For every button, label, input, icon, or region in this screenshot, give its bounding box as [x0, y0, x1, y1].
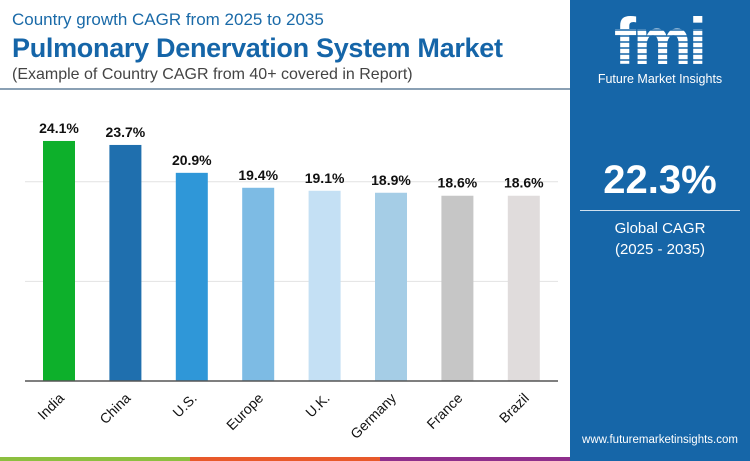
bar-europe: [242, 187, 275, 381]
bar-france: [441, 195, 474, 381]
x-tick-label: U.K.: [302, 390, 333, 421]
data-label: 18.9%: [371, 172, 411, 188]
x-tick-label: Europe: [223, 390, 266, 433]
sidebar-panel: [570, 0, 750, 461]
bar-chart: 24.1% India 23.7% China 20.9% U.S. 19.4% Europe…: [25, 120, 558, 442]
bar-brazil: [507, 195, 540, 381]
x-tick-label: U.S.: [169, 390, 200, 421]
data-label: 23.7%: [106, 124, 146, 140]
website-link[interactable]: www.futuremarketinsights.com: [582, 434, 738, 446]
bar-india: [43, 140, 75, 381]
x-tick-label: Brazil: [496, 390, 532, 426]
chart-note: (Example of Country CAGR from 40+ covere…: [12, 66, 413, 83]
chart-subtitle: Country growth CAGR from 2025 to 2035: [12, 10, 324, 29]
x-tick-label: India: [34, 390, 67, 423]
data-label: 20.9%: [172, 152, 212, 168]
global-cagr-period: (2025 - 2035): [614, 241, 706, 258]
bar-uk: [308, 190, 341, 381]
global-cagr-value: 22.3%: [603, 158, 717, 202]
stripe-orange: [190, 457, 380, 461]
cagr-divider: [580, 210, 740, 211]
fmi-logo: fmi: [597, 8, 722, 68]
data-label: 18.6%: [504, 175, 544, 191]
svg-text:fmi: fmi: [614, 8, 704, 68]
brand-name: Future Market Insights: [597, 72, 723, 86]
bar-germany: [375, 192, 407, 381]
header-divider: [0, 88, 570, 90]
x-tick-label: China: [96, 390, 133, 427]
stripe-green: [0, 457, 190, 461]
chart-title: Pulmonary Denervation System Market: [12, 33, 503, 63]
bar-us: [175, 172, 208, 381]
x-tick-label: Germany: [347, 390, 399, 442]
global-cagr-title: Global CAGR: [614, 220, 706, 237]
global-cagr-label: Global CAGR (2025 - 2035): [570, 218, 750, 260]
data-label: 19.4%: [238, 167, 278, 183]
bar-china: [109, 144, 142, 381]
x-tick-label: France: [423, 390, 465, 432]
data-label: 18.6%: [438, 175, 478, 191]
stripe-purple: [380, 457, 570, 461]
data-label: 24.1%: [39, 120, 79, 136]
data-label: 19.1%: [305, 170, 345, 186]
